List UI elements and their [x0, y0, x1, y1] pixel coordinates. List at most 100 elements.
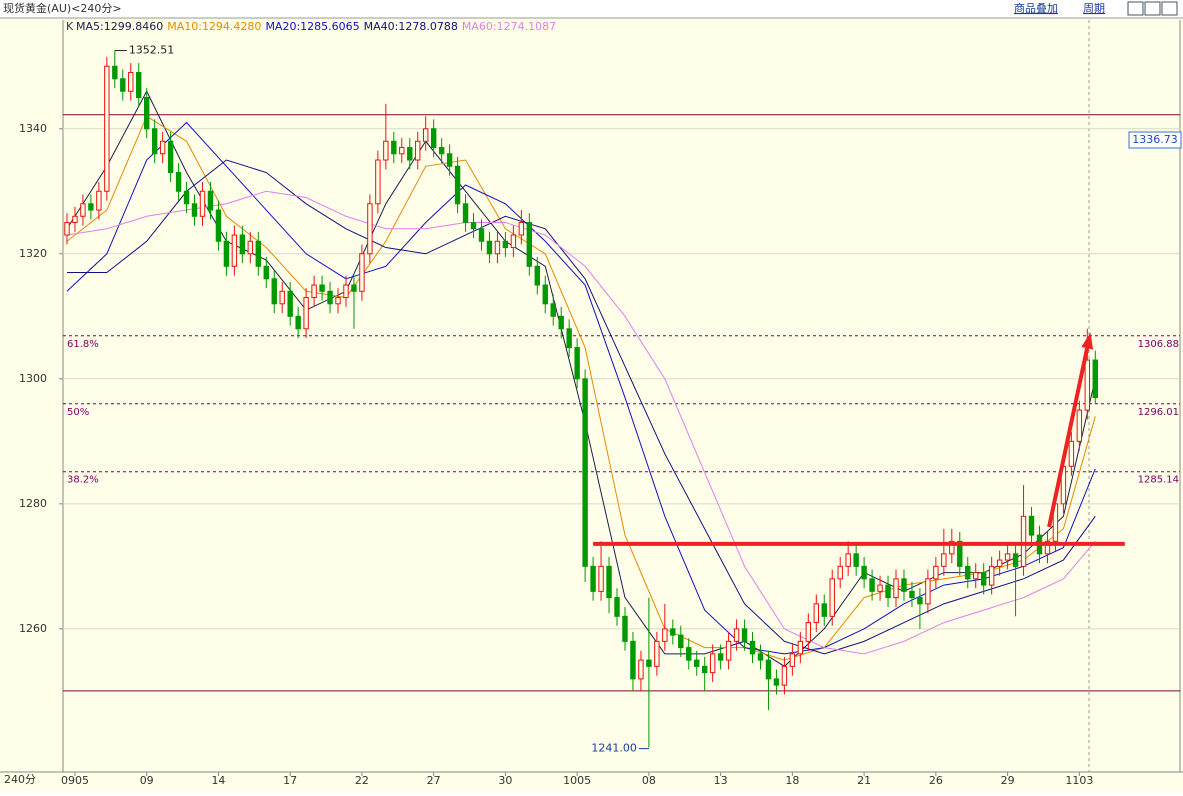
candle-body — [805, 622, 812, 642]
candle-body — [933, 565, 939, 580]
x-tick-label: 09 — [140, 774, 154, 787]
cursor-price-box — [1128, 131, 1182, 149]
candle-body — [494, 240, 501, 255]
candle-body — [175, 172, 182, 192]
x-tick-label: 26 — [929, 774, 943, 787]
candle-body — [542, 284, 548, 305]
candle-body — [64, 222, 70, 236]
candle-body — [1076, 409, 1083, 442]
candle-body — [1084, 359, 1091, 411]
fib-ratio: 61.8% — [67, 339, 99, 350]
candle-body — [327, 290, 333, 305]
candle-body — [462, 203, 469, 224]
candle-body — [973, 572, 979, 580]
candle-body — [518, 222, 525, 236]
instrument-title: 现货黄金(AU)<240分> — [3, 1, 122, 15]
plot — [63, 50, 1180, 748]
candle-body — [143, 97, 150, 130]
candle-body — [438, 147, 445, 155]
candle-body — [988, 565, 995, 586]
x-tick-label: 30 — [498, 774, 512, 787]
candle-body — [391, 140, 397, 155]
candle-body — [869, 578, 875, 592]
x-tick-label: 08 — [642, 774, 656, 787]
candle-body — [502, 240, 509, 249]
window-controls — [1127, 1, 1178, 16]
candle-body — [813, 603, 819, 624]
candle-body — [861, 565, 867, 580]
candle-body — [215, 209, 222, 242]
x-tick-label: 1005 — [563, 774, 591, 787]
candle-body — [295, 315, 301, 330]
candle-body — [965, 565, 971, 580]
candle-body — [980, 572, 987, 586]
candle-body — [686, 647, 692, 661]
candle-body — [343, 284, 349, 299]
legend-entry: MA20:1285.6065 — [265, 20, 359, 33]
candle-body — [749, 640, 756, 655]
arrow-shaft — [1047, 347, 1090, 528]
candle-body — [311, 284, 317, 299]
candle-body — [885, 584, 891, 599]
candle-body — [159, 140, 166, 155]
legend-entry: MA10:1294.4280 — [167, 20, 261, 33]
candle-body — [367, 203, 373, 255]
candle-body — [112, 65, 118, 80]
candle-body — [375, 159, 381, 205]
candle-body — [893, 578, 899, 599]
candle-body — [96, 190, 102, 211]
candle-body — [104, 65, 110, 192]
candle-body — [167, 140, 174, 174]
candle-body — [534, 265, 540, 286]
x-tick-label: 21 — [857, 774, 871, 787]
candle-body — [909, 590, 915, 599]
low-label: 1241.00 — [591, 742, 637, 755]
candle-body — [287, 290, 293, 317]
next-button[interactable] — [1144, 1, 1161, 16]
candle-body — [239, 234, 246, 255]
candle-body — [837, 565, 843, 580]
candle-body — [136, 72, 142, 99]
candle-body — [598, 565, 604, 592]
candle-body — [996, 559, 1003, 567]
fib-ratio: 50% — [67, 407, 89, 418]
candle-body — [582, 378, 588, 567]
x-tick-label: 14 — [211, 774, 225, 787]
candle-body — [207, 190, 214, 211]
x-tick-label: 0905 — [61, 774, 89, 787]
candle-body — [797, 640, 804, 655]
prev-button[interactable] — [1127, 1, 1144, 16]
x-tick-label: 29 — [1001, 774, 1015, 787]
candle-body — [821, 603, 827, 617]
candle-body — [670, 628, 676, 636]
candle-body — [901, 578, 907, 592]
candle-body — [781, 665, 788, 686]
overlay-button[interactable]: 商品叠加 — [1014, 1, 1058, 15]
y-tick-label: 1340 — [19, 122, 47, 135]
candle-body — [1092, 359, 1098, 399]
legend-entry: MA5:1299.8460 — [76, 20, 163, 33]
candle-body — [574, 347, 580, 380]
candle-body — [128, 72, 134, 92]
menu-button[interactable] — [1161, 1, 1178, 16]
x-tick-label: 13 — [714, 774, 728, 787]
candle-body — [957, 540, 963, 567]
candle-body — [678, 634, 684, 649]
candle-body — [279, 290, 285, 305]
candle-body — [415, 140, 421, 161]
y-tick-label: 1320 — [19, 247, 47, 260]
candle-body — [407, 147, 413, 161]
toolbar — [0, 0, 1183, 18]
candle-body — [430, 128, 437, 149]
candle-body — [422, 128, 429, 142]
period-button[interactable]: 周期 — [1083, 2, 1105, 15]
k-label: K — [66, 20, 74, 33]
candle-body — [654, 640, 660, 667]
candle-body — [925, 578, 931, 605]
candle-body — [853, 553, 859, 567]
candle-body — [765, 659, 772, 680]
x-tick-label: 17 — [283, 774, 297, 787]
candle-body — [151, 128, 158, 155]
